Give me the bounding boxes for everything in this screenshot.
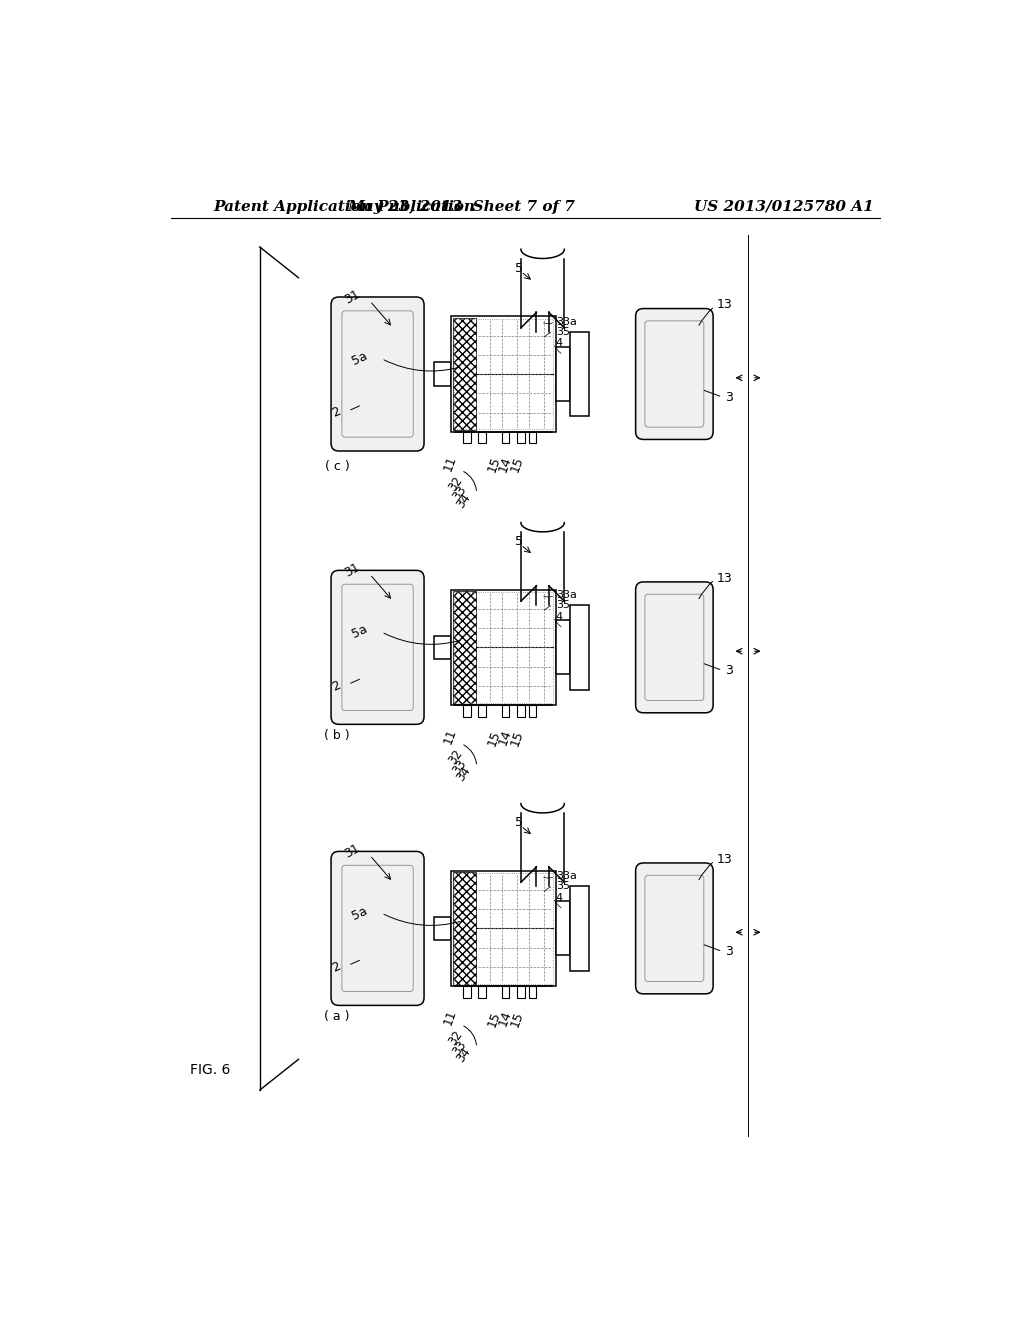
Text: 31: 31	[342, 842, 362, 861]
Bar	[453, 873, 476, 985]
Text: 15: 15	[508, 729, 526, 747]
Text: 13: 13	[717, 572, 733, 585]
Text: 2: 2	[330, 960, 343, 974]
Bar	[502, 432, 509, 444]
Text: 13: 13	[717, 298, 733, 312]
Bar	[528, 986, 537, 998]
Bar	[556, 620, 569, 675]
Bar	[453, 318, 476, 430]
Bar	[528, 705, 537, 717]
Bar	[463, 986, 471, 998]
Bar	[452, 590, 556, 705]
Bar	[556, 347, 569, 401]
Text: 31: 31	[342, 288, 362, 306]
Text: ( c ): ( c )	[325, 459, 349, 473]
FancyBboxPatch shape	[636, 582, 713, 713]
Bar	[454, 318, 554, 429]
Text: 14: 14	[497, 1010, 514, 1028]
Text: May 23, 2013  Sheet 7 of 7: May 23, 2013 Sheet 7 of 7	[347, 199, 575, 214]
Bar	[478, 986, 486, 998]
Bar	[454, 873, 554, 983]
Text: FIG. 6: FIG. 6	[190, 1063, 230, 1077]
Text: 35: 35	[557, 326, 570, 337]
Bar	[434, 636, 452, 659]
Text: 34: 34	[454, 1045, 473, 1065]
Text: 33a: 33a	[557, 871, 578, 880]
Bar	[453, 591, 476, 704]
Text: 5a: 5a	[350, 904, 370, 923]
Bar	[502, 705, 509, 717]
FancyBboxPatch shape	[331, 570, 424, 725]
Bar	[478, 705, 486, 717]
Text: 32: 32	[445, 474, 465, 494]
Text: 5: 5	[515, 816, 523, 829]
Bar	[528, 432, 537, 444]
FancyBboxPatch shape	[331, 297, 424, 451]
Text: 15: 15	[485, 729, 503, 747]
Text: 3: 3	[725, 945, 732, 958]
Text: 15: 15	[485, 1010, 503, 1028]
Text: 32: 32	[445, 747, 465, 767]
Text: 3: 3	[725, 391, 732, 404]
Text: US 2013/0125780 A1: US 2013/0125780 A1	[693, 199, 873, 214]
Text: 15: 15	[508, 455, 526, 474]
Text: 5a: 5a	[350, 623, 370, 642]
Text: 32: 32	[445, 1028, 465, 1048]
FancyBboxPatch shape	[331, 851, 424, 1006]
Text: 33: 33	[450, 1038, 469, 1057]
Bar	[517, 432, 524, 444]
Text: 15: 15	[508, 1010, 526, 1028]
Text: 33: 33	[450, 483, 469, 503]
Bar	[452, 871, 556, 986]
Text: 5: 5	[515, 536, 523, 548]
Text: 33a: 33a	[557, 317, 578, 326]
Bar	[463, 705, 471, 717]
Bar	[478, 432, 486, 444]
Bar	[517, 986, 524, 998]
Bar	[434, 917, 452, 940]
Text: 11: 11	[440, 453, 459, 473]
Bar	[569, 331, 589, 416]
Text: ( a ): ( a )	[325, 1010, 350, 1023]
Bar	[556, 902, 569, 956]
Text: 2: 2	[330, 678, 343, 693]
Text: 34: 34	[454, 764, 473, 784]
FancyBboxPatch shape	[636, 309, 713, 440]
Text: 11: 11	[440, 1007, 459, 1027]
Text: 34: 34	[454, 491, 473, 511]
Text: 35: 35	[557, 601, 570, 610]
Text: 11: 11	[440, 726, 459, 746]
Bar	[434, 363, 452, 385]
Text: ( b ): ( b )	[325, 730, 350, 742]
Bar	[452, 317, 556, 432]
Bar	[502, 986, 509, 998]
Text: 2: 2	[330, 405, 343, 420]
Text: Patent Application Publication: Patent Application Publication	[213, 199, 475, 214]
Text: 14: 14	[497, 455, 514, 474]
Text: 33: 33	[450, 756, 469, 776]
Text: 31: 31	[342, 561, 362, 579]
Text: 3: 3	[725, 664, 732, 677]
Bar	[569, 605, 589, 689]
Text: 4: 4	[555, 611, 562, 622]
Text: 14: 14	[497, 729, 514, 747]
Text: 33a: 33a	[557, 590, 578, 601]
Text: 13: 13	[717, 853, 733, 866]
Text: 4: 4	[555, 338, 562, 348]
Text: 5: 5	[515, 261, 523, 275]
Text: 4: 4	[555, 892, 562, 903]
Bar	[463, 432, 471, 444]
Text: 35: 35	[557, 880, 570, 891]
Bar	[517, 705, 524, 717]
FancyBboxPatch shape	[636, 863, 713, 994]
Text: 15: 15	[485, 455, 503, 474]
Bar	[454, 591, 554, 702]
Text: 5a: 5a	[350, 350, 370, 368]
Bar	[569, 886, 589, 970]
